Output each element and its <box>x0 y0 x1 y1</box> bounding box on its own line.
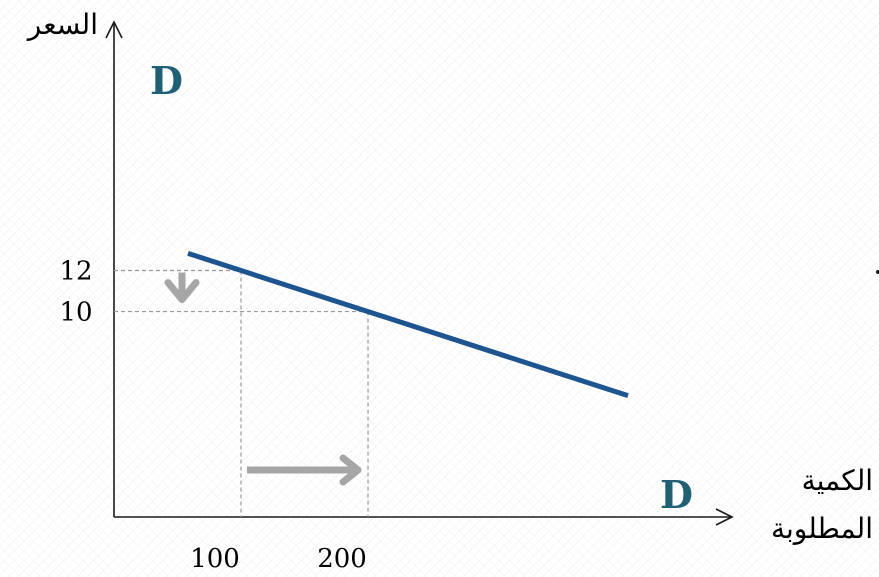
x-axis-title-line-1: الكمية <box>802 464 873 497</box>
shift-arrows <box>164 272 362 486</box>
tick-labels: 12 10 100 200 <box>59 257 366 575</box>
quantity-increase-arrow-head <box>339 454 362 486</box>
y-axis-title: السعر <box>26 8 98 41</box>
x-tick-label-200: 200 <box>317 544 367 574</box>
bullet-icon <box>876 270 879 274</box>
y-tick-label-10: 10 <box>59 298 92 328</box>
curve-label-bottom: D <box>660 472 693 517</box>
x-axis-arrow <box>715 508 734 526</box>
demand-curve-line <box>187 250 629 399</box>
y-axis-arrow <box>105 20 123 39</box>
y-tick-label-12: 12 <box>59 257 92 287</box>
price-decrease-arrow-head <box>164 279 200 304</box>
x-tick-label-100: 100 <box>190 544 240 574</box>
guide-lines <box>114 269 369 517</box>
x-axis-title-line-2: المطلوبة <box>771 512 873 545</box>
curve-label-top: D <box>150 58 183 103</box>
demand-curve-group <box>187 250 629 399</box>
